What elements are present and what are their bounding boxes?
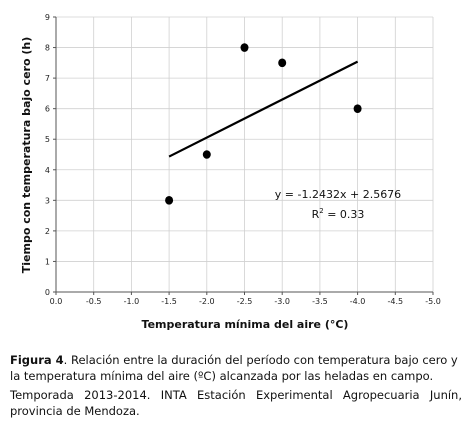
trendline (168, 60, 359, 158)
y-axis-ticks: 0 1 2 3 4 5 6 7 8 9 (45, 13, 56, 297)
y-tick-label: 1 (45, 257, 50, 266)
r-squared-exponent: 2 (319, 207, 323, 215)
y-tick-label: 2 (45, 227, 50, 236)
x-tick-label: -4.0 (350, 297, 366, 306)
data-points (165, 43, 362, 205)
y-axis-title: Tiempo con temperatura bajo cero (h) (20, 37, 33, 273)
data-point (240, 43, 249, 52)
figure-label: Figura 4 (10, 353, 64, 367)
caption-line-2: Temporada 2013-2014. INTA Estación Exper… (10, 388, 462, 418)
x-axis-ticks: 0.0 -0.5 -1.0 -1.5 -2.0 -2.5 -3.0 -3.5 -4.0 -4.5 -… (50, 292, 441, 306)
x-tick-label: -5.0 (425, 297, 441, 306)
data-point (202, 150, 211, 159)
x-tick-label: -2.5 (237, 297, 253, 306)
x-tick-label: 0.0 (50, 297, 63, 306)
x-tick-label: -3.0 (274, 297, 290, 306)
y-tick-label: 9 (45, 13, 50, 22)
y-tick-label: 3 (45, 196, 50, 205)
x-tick-label: -3.5 (312, 297, 328, 306)
x-tick-label: -2.0 (199, 297, 215, 306)
x-axis-title: Temperatura mínima del aire (°C) (142, 318, 349, 331)
figure-caption: Figura 4. Relación entre la duración del… (10, 352, 462, 419)
x-tick-label: -1.0 (124, 297, 140, 306)
x-tick-label: -4.5 (387, 297, 403, 306)
x-tick-label: -1.5 (161, 297, 177, 306)
data-point (165, 196, 174, 205)
data-point (278, 58, 287, 68)
chart-grid (55, 16, 434, 293)
r-squared-value: = 0.33 (324, 208, 365, 221)
y-tick-label: 8 (45, 44, 50, 53)
y-tick-label: 0 (45, 288, 50, 297)
caption-text: . Relación entre la duración del período… (10, 353, 458, 383)
r-squared-base: R (312, 208, 320, 221)
regression-equation: y = -1.2432x + 2.5676 (275, 188, 401, 201)
caption-line-1: Figura 4. Relación entre la duración del… (10, 352, 462, 384)
data-point (353, 104, 362, 113)
trendline-group (168, 60, 359, 158)
x-tick-label: -0.5 (86, 297, 102, 306)
r-squared-annotation: R2 = 0.33 (312, 207, 365, 221)
y-tick-label: 4 (45, 166, 50, 175)
scatter-chart: 0.0 -0.5 -1.0 -1.5 -2.0 -2.5 -3.0 -3.5 -4.0 -4.5 -… (20, 13, 441, 331)
y-tick-label: 6 (45, 105, 50, 114)
y-tick-label: 7 (45, 74, 50, 83)
y-tick-label: 5 (45, 135, 50, 144)
